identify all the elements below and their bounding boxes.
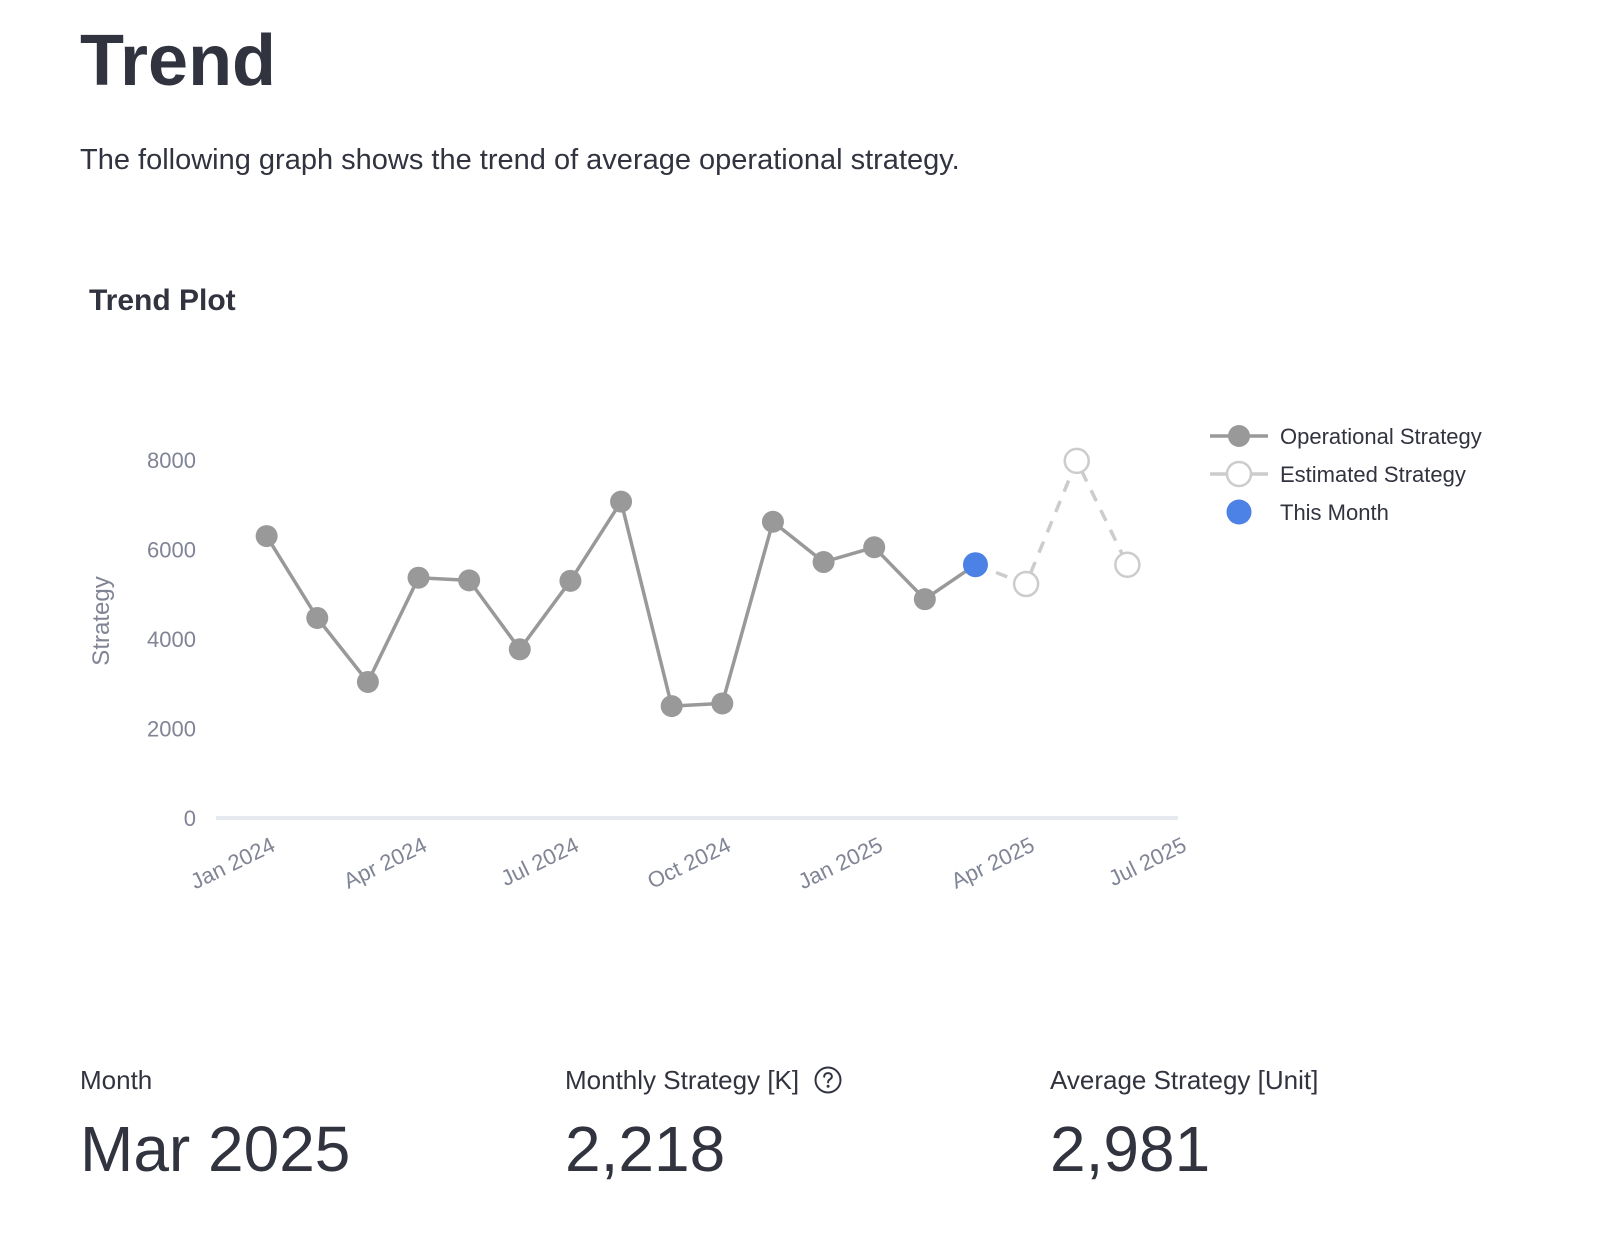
legend-label-estimated-strategy: Estimated Strategy: [1280, 462, 1466, 487]
metric-monthly-strategy-label-row: Monthly Strategy [K]: [565, 1060, 1025, 1100]
y-tick-label: 4000: [147, 627, 196, 652]
operational-strategy-point: [761, 510, 784, 533]
operational-strategy-point: [508, 638, 531, 661]
estimated-strategy-point: [1114, 551, 1141, 578]
x-tick-label: Jul 2024: [497, 832, 583, 891]
x-tick-label: Apr 2024: [339, 832, 430, 894]
y-tick-label: 0: [184, 806, 196, 831]
operational-strategy-point: [458, 569, 481, 592]
x-tick-label: Apr 2025: [947, 832, 1038, 894]
page-title: Trend: [80, 21, 277, 101]
operational-strategy-point: [660, 695, 683, 718]
metric-average-strategy: Average Strategy [Unit] 2,981: [1050, 1060, 1510, 1185]
legend-symbol-operational-strategy: [1228, 425, 1250, 447]
y-tick-label: 6000: [147, 538, 196, 563]
legend-label-this-month: This Month: [1280, 500, 1389, 525]
series-layer: [255, 447, 1141, 718]
x-tick-label: Jan 2024: [186, 832, 278, 894]
metric-month-value: Mar 2025: [80, 1113, 351, 1185]
metric-month-label: Month: [80, 1064, 153, 1095]
operational-strategy-point: [711, 692, 734, 715]
operational-strategy-point: [255, 525, 278, 548]
chart-title: Trend Plot: [89, 284, 236, 317]
x-tick-label: Jul 2025: [1104, 832, 1190, 891]
metric-monthly-strategy-value: 2,218: [565, 1113, 726, 1185]
y-axis-title: Strategy: [88, 576, 115, 665]
metric-average-strategy-value: 2,981: [1050, 1113, 1211, 1185]
operational-strategy-point: [812, 551, 835, 574]
x-tick-label: Jan 2025: [794, 832, 886, 894]
trend-chart-svg: Trend Plot Strategy 0 2000 4000 6000 8000 Ja…: [88, 284, 1482, 894]
legend-label-operational-strategy: Operational Strategy: [1280, 424, 1482, 449]
y-axis-ticks: 0 2000 4000 6000 8000: [147, 448, 196, 831]
y-tick-label: 8000: [147, 448, 196, 473]
legend-symbol-estimated-strategy: [1225, 460, 1253, 488]
metric-monthly-strategy-label: Monthly Strategy [K]: [565, 1064, 800, 1095]
help-circle-icon[interactable]: [813, 1065, 843, 1095]
metric-month: Month Mar 2025: [80, 1060, 540, 1185]
operational-strategy-point: [356, 670, 379, 693]
estimated-strategy-line: [974, 459, 1129, 586]
y-tick-label: 2000: [147, 717, 196, 742]
page-description: The following graph shows the trend of a…: [80, 144, 960, 176]
this-month-point: [962, 552, 988, 578]
estimated-strategy-point: [1012, 570, 1040, 598]
operational-strategy-point: [913, 588, 936, 611]
estimated-strategy-point: [1063, 447, 1090, 475]
operational-strategy-point: [610, 490, 633, 513]
metric-monthly-strategy: Monthly Strategy [K] 2,218: [565, 1060, 1025, 1184]
trend-chart: Trend Plot Strategy 0 2000 4000 6000 8000 Ja…: [0, 270, 1610, 930]
metric-average-strategy-label: Average Strategy [Unit]: [1050, 1064, 1319, 1095]
operational-strategy-point: [306, 606, 329, 629]
x-axis-ticks: Jan 2024 Apr 2024 Jul 2024 Oct 2024 Jan 2025…: [186, 832, 1190, 894]
operational-strategy-point: [407, 566, 430, 589]
operational-strategy-point: [863, 536, 886, 559]
legend-symbol-this-month: [1226, 499, 1252, 525]
x-tick-label: Oct 2024: [643, 832, 734, 894]
metrics-row: Month Mar 2025 Monthly Strategy [K] 2,21…: [80, 1060, 1560, 1210]
chart-legend: Operational Strategy Estimated Strategy Th…: [1210, 424, 1482, 525]
operational-strategy-point: [559, 569, 582, 592]
